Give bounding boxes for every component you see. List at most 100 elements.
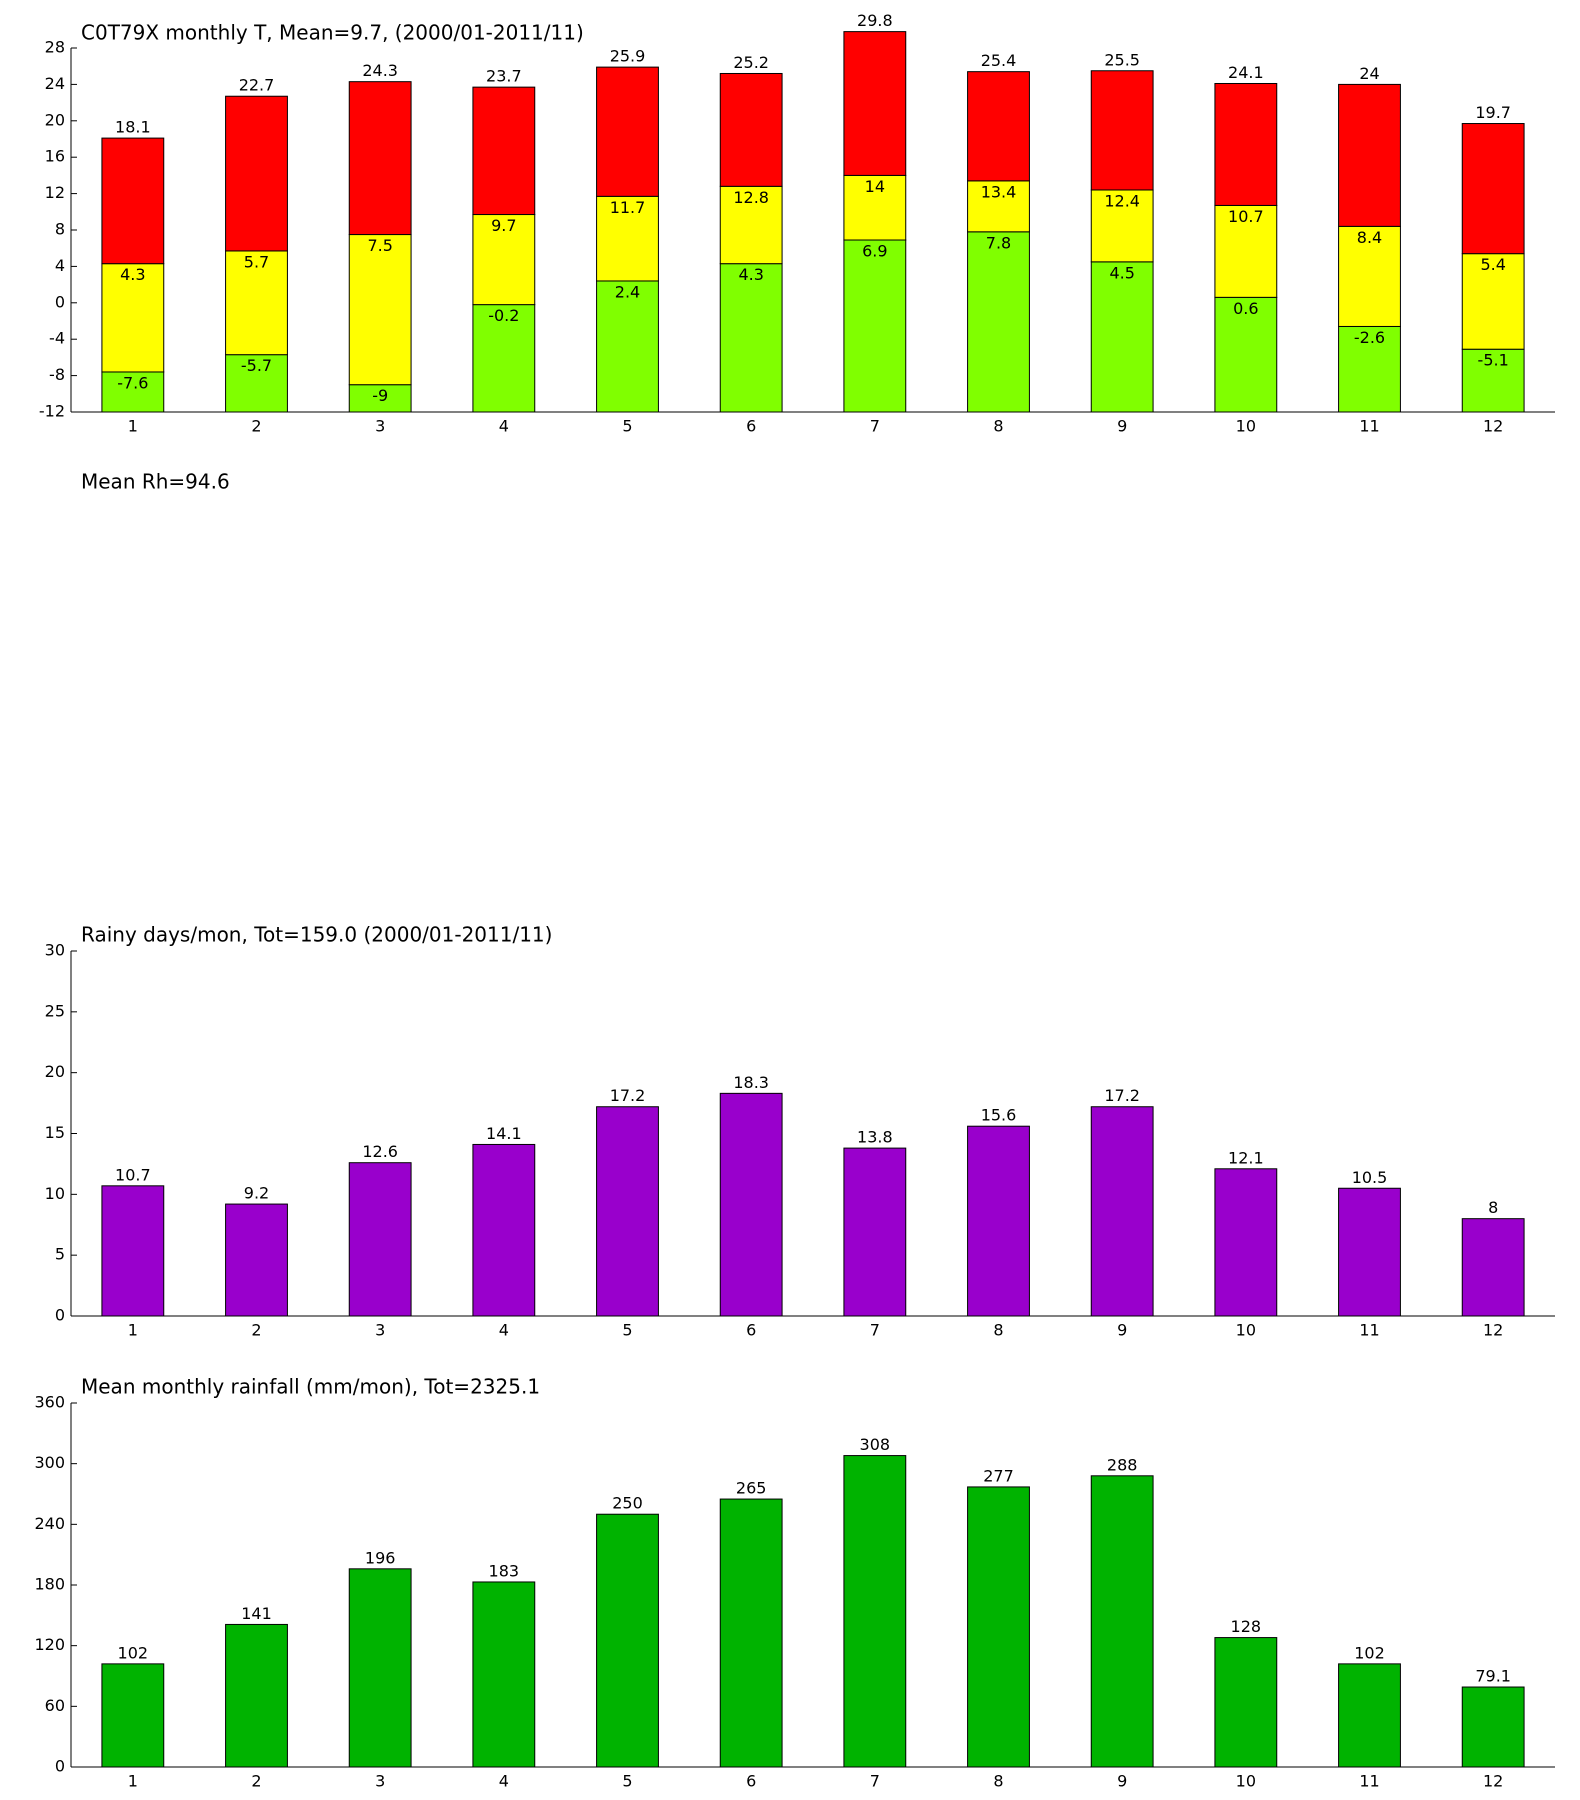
x-tick-label: 6 [746, 1321, 756, 1340]
x-tick-label: 4 [499, 417, 509, 436]
x-tick-label: 6 [746, 417, 756, 436]
bar-segment [1338, 325, 1401, 413]
value-label: 265 [736, 1479, 767, 1498]
y-tick-label: -12 [39, 402, 65, 421]
value-label: 13.4 [981, 182, 1017, 201]
bar-segment [1338, 225, 1401, 327]
x-tick-label: 12 [1483, 417, 1503, 436]
value-label: 13.8 [857, 1128, 893, 1147]
bar [1338, 1187, 1401, 1317]
bar [1090, 1106, 1154, 1317]
value-label: 183 [489, 1561, 520, 1580]
x-tick-label: 8 [993, 417, 1003, 436]
value-label: 18.3 [733, 1073, 769, 1092]
chart-title: Rainy days/mon, Tot=159.0 (2000/01-2011/… [81, 923, 552, 947]
bar-segment [1090, 189, 1154, 263]
bar-segment [472, 86, 536, 216]
bar-segment [719, 185, 783, 265]
y-tick-label: 12 [45, 183, 65, 202]
y-tick-label: 5 [55, 1245, 65, 1264]
y-tick-label: 360 [34, 1393, 65, 1412]
x-tick-label: 1 [128, 417, 138, 436]
x-tick-label: 2 [251, 1321, 261, 1340]
bar-segment [101, 263, 165, 373]
value-label: 288 [1107, 1455, 1138, 1474]
bar-segment [225, 250, 288, 356]
value-label: 25.4 [981, 51, 1017, 70]
x-tick-label: 3 [375, 417, 385, 436]
bar [719, 1092, 783, 1317]
value-label: 24.3 [362, 61, 398, 80]
y-tick-label: 180 [34, 1575, 65, 1594]
x-tick-label: 5 [622, 1321, 632, 1340]
value-label: 29.8 [857, 11, 893, 30]
value-label: 8.4 [1357, 228, 1382, 247]
value-label: 14.1 [486, 1124, 522, 1143]
value-label: 14 [865, 177, 885, 196]
x-tick-label: 11 [1359, 1321, 1379, 1340]
y-tick-label: 120 [34, 1635, 65, 1654]
value-label: 102 [1354, 1643, 1385, 1662]
y-tick-label: 8 [55, 220, 65, 239]
bar [101, 1663, 165, 1768]
bar [225, 1623, 288, 1768]
bar [472, 1581, 536, 1768]
y-tick-label: 30 [45, 941, 65, 960]
x-tick-label: 5 [622, 1772, 632, 1791]
y-tick-label: 0 [55, 1306, 65, 1325]
value-label: 4.3 [738, 265, 763, 284]
value-label: 9.2 [244, 1184, 269, 1203]
x-tick-label: 7 [870, 1321, 880, 1340]
value-label: 15.6 [981, 1106, 1017, 1125]
bar [596, 1513, 659, 1768]
bar-segment [472, 304, 536, 413]
value-label: 17.2 [610, 1086, 646, 1105]
bar [1214, 1637, 1278, 1768]
x-tick-label: 1 [128, 1321, 138, 1340]
value-label: 196 [365, 1548, 396, 1567]
bar-segment [1461, 123, 1525, 255]
y-tick-label: 0 [55, 1757, 65, 1776]
value-label: 24 [1359, 64, 1379, 83]
bar-segment [843, 239, 907, 413]
value-label: 102 [118, 1643, 149, 1662]
value-label: 308 [860, 1435, 891, 1454]
bar [1090, 1475, 1154, 1768]
value-label: -7.6 [117, 373, 148, 392]
value-label: 4.3 [120, 265, 145, 284]
chart-title: Mean monthly rainfall (mm/mon), Tot=2325… [81, 1375, 540, 1399]
x-tick-label: 12 [1483, 1772, 1503, 1791]
bar [1461, 1218, 1525, 1317]
bar-segment [348, 234, 412, 386]
value-label: 10.7 [115, 1165, 151, 1184]
x-tick-label: 5 [622, 417, 632, 436]
bar-segment [843, 174, 907, 241]
y-tick-label: 10 [45, 1184, 65, 1203]
value-label: 25.9 [610, 47, 646, 66]
bar [348, 1568, 412, 1768]
value-label: 17.2 [1104, 1086, 1140, 1105]
value-label: -5.7 [241, 356, 272, 375]
y-tick-label: 24 [45, 74, 65, 93]
bar [225, 1203, 288, 1317]
value-label: 5.7 [244, 252, 269, 271]
bar-segment [225, 95, 288, 252]
x-tick-label: 2 [251, 417, 261, 436]
value-label: 141 [241, 1604, 272, 1623]
y-tick-label: 0 [55, 292, 65, 311]
value-label: 9.7 [491, 216, 516, 235]
x-tick-label: 1 [128, 1772, 138, 1791]
bar [596, 1106, 659, 1317]
bar-segment [967, 231, 1030, 413]
bar-segment [1461, 348, 1525, 413]
x-tick-label: 9 [1117, 1772, 1127, 1791]
bar-segment [719, 72, 783, 187]
bar [348, 1162, 412, 1317]
value-label: 25.2 [733, 53, 769, 72]
bar [967, 1125, 1030, 1317]
bar-segment [1214, 296, 1278, 413]
value-label: 7.8 [986, 233, 1011, 252]
bar-segment [967, 71, 1030, 182]
value-label: 12.4 [1104, 191, 1140, 210]
x-tick-label: 3 [375, 1772, 385, 1791]
